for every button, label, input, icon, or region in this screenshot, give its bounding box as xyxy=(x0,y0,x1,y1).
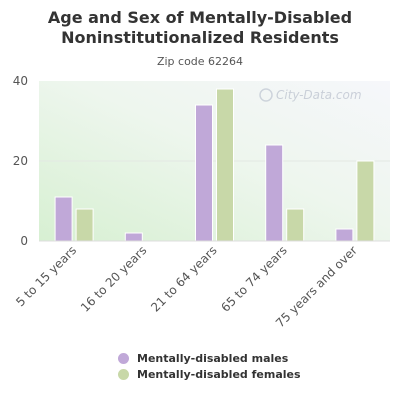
legend-swatch-males xyxy=(118,352,129,364)
chart-title: Age and Sex of Mentally-Disabled Noninst… xyxy=(47,8,353,47)
bar-males-21-to-64-years xyxy=(195,104,213,242)
legend-label-males: Mentally-disabled males xyxy=(137,351,289,365)
legend-item-females: Mentally-disabled females xyxy=(118,366,301,382)
watermark: City-Data.com xyxy=(259,88,362,102)
bar-females-65-to-74-years xyxy=(286,208,305,242)
bar-females-75-years-and-over xyxy=(356,160,375,242)
legend-swatch-females xyxy=(118,368,129,380)
watermark-text: City-Data.com xyxy=(276,88,362,102)
y-tick-label: 40 xyxy=(13,74,28,88)
x-tick-label-65-to-74-years: 65 to 74 years xyxy=(218,243,289,314)
y-tick-label: 0 xyxy=(20,234,28,248)
chart-subtitle: Zip code 62264 xyxy=(156,55,244,68)
x-tick-label-5-to-15-years: 5 to 15 years xyxy=(13,243,79,309)
watermark-icon xyxy=(259,88,273,102)
y-tick-label: 20 xyxy=(13,154,28,168)
legend-item-males: Mentally-disabled males xyxy=(118,350,301,366)
bar-males-65-to-74-years xyxy=(265,144,284,242)
x-tick-label-21-to-64-years: 21 to 64 years xyxy=(148,243,219,314)
legend: Mentally-disabled males Mentally-disable… xyxy=(118,350,301,382)
bar-males-5-to-15-years xyxy=(54,196,73,242)
x-tick-label-16-to-20-years: 16 to 20 years xyxy=(78,243,149,314)
bar-females-5-to-15-years xyxy=(75,208,94,242)
bar-females-21-to-64-years xyxy=(216,88,234,242)
bar-males-75-years-and-over xyxy=(335,228,354,242)
legend-label-females: Mentally-disabled females xyxy=(137,367,301,381)
bar-males-16-to-20-years xyxy=(124,232,143,242)
